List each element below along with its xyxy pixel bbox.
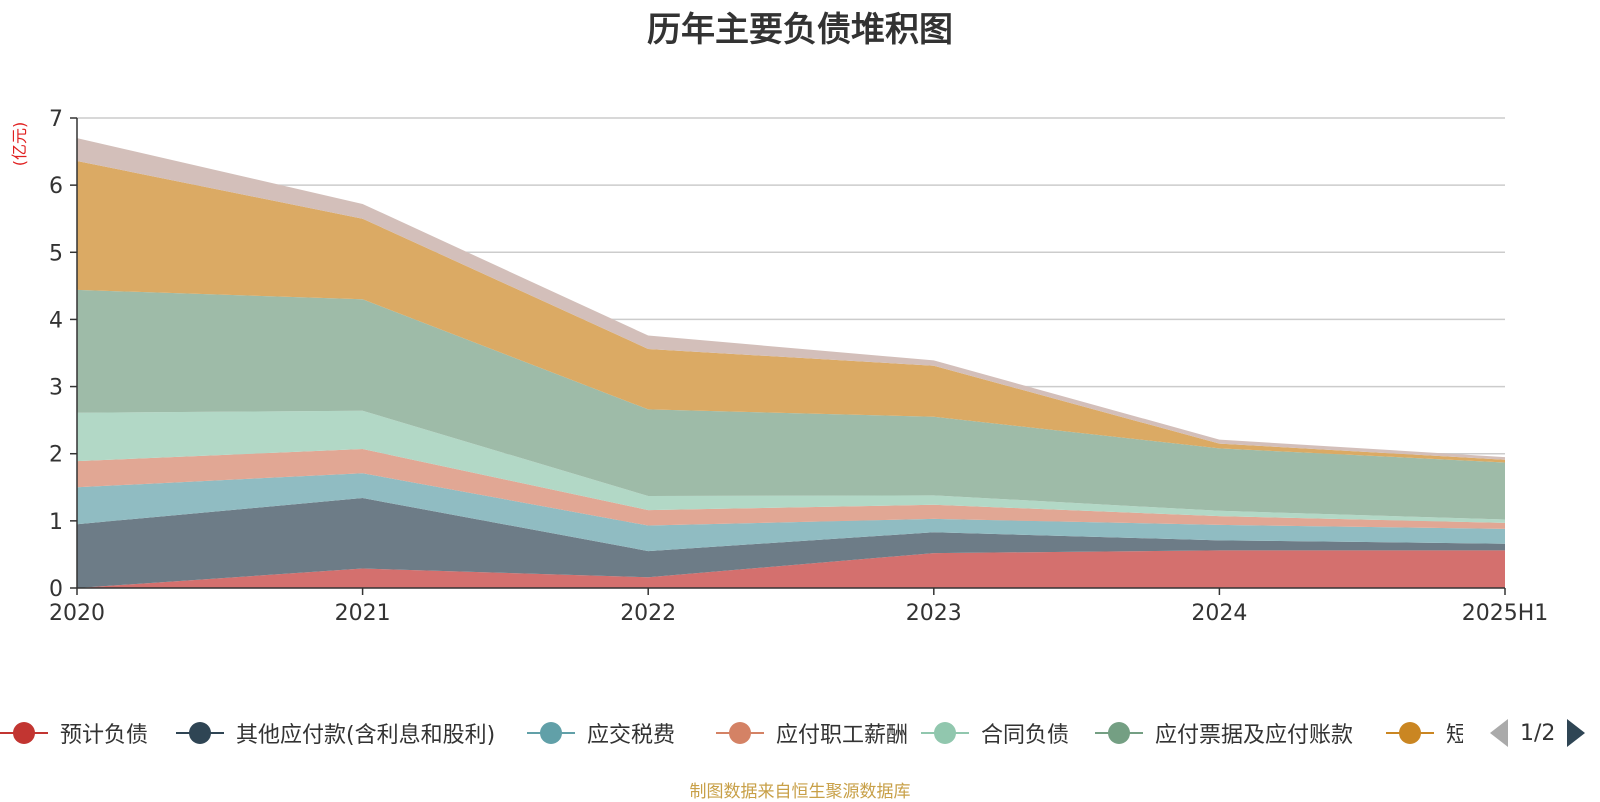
axes: 0 1 2 3 4 5 6 7 2020 2021 2022 2023 2024 2025H1 <box>49 107 1548 626</box>
y-tick-label-5: 5 <box>49 241 63 266</box>
y-tick-label-7: 7 <box>49 107 63 132</box>
x-tick-label-3: 2023 <box>906 601 962 626</box>
x-tick-label-0: 2020 <box>49 601 105 626</box>
stacked-areas <box>77 138 1505 588</box>
legend-item[interactable]: 预计负债 <box>0 713 148 753</box>
legend-prev-page-icon[interactable] <box>1490 719 1508 747</box>
legend-label: 应付票据及应付账款 <box>1155 723 1354 748</box>
legend: 预计负债 其他应付款(含利息和股利) 应交税费 应付职工薪酬 合同负债 应付票据及应付账款… <box>0 713 1600 753</box>
legend-item[interactable]: 应付票据及应付账款 <box>1095 713 1353 753</box>
series-area-2 <box>77 473 1505 552</box>
series-area-4 <box>77 410 1505 523</box>
legend-next-page-icon[interactable] <box>1567 719 1586 747</box>
legend-marker-icon <box>1095 721 1143 745</box>
x-tick-label-5: 2025H1 <box>1462 601 1549 626</box>
legend-marker-icon <box>1386 721 1434 745</box>
y-tick-label-0: 0 <box>49 577 63 602</box>
legend-page-indicator: 1/2 <box>1520 720 1556 746</box>
legend-marker-icon <box>716 721 764 745</box>
legend-marker-dot <box>729 722 751 744</box>
x-tick-label-1: 2021 <box>335 601 391 626</box>
legend-item[interactable]: 合同负债 <box>921 713 1069 753</box>
legend-label: 应付职工薪酬 <box>776 723 909 748</box>
legend-item[interactable]: 其他应付款(含利息和股利) <box>176 713 495 753</box>
y-tick-label-1: 1 <box>49 510 63 535</box>
series-area-6 <box>77 160 1505 463</box>
x-tick-label-4: 2024 <box>1191 601 1247 626</box>
series-area-5 <box>77 289 1505 520</box>
legend-item[interactable]: 应付职工薪酬 <box>716 713 908 753</box>
legend-marker-dot <box>540 722 562 744</box>
legend-marker-icon <box>527 721 575 745</box>
source-note: 制图数据来自恒生聚源数据库 <box>689 782 911 802</box>
legend-label: 短 <box>1446 723 1463 748</box>
legend-marker-dot <box>189 722 211 744</box>
legend-item[interactable]: 短 <box>1386 713 1463 753</box>
legend-item[interactable]: 应交税费 <box>527 713 675 753</box>
legend-marker-icon <box>921 721 969 745</box>
legend-label: 应交税费 <box>587 723 676 748</box>
series-area-1 <box>77 498 1505 588</box>
legend-label: 合同负债 <box>981 723 1070 748</box>
series-area-3 <box>77 449 1505 529</box>
legend-marker-icon <box>176 721 224 745</box>
y-tick-label-2: 2 <box>49 443 63 468</box>
chart-title: 历年主要负债堆积图 <box>647 10 953 50</box>
legend-marker-dot <box>13 722 35 744</box>
legend-pager: 1/2 <box>1490 713 1586 753</box>
legend-marker-dot <box>934 722 956 744</box>
y-tick-label-3: 3 <box>49 376 63 401</box>
series-area-0 <box>77 550 1505 588</box>
legend-label: 预计负债 <box>60 723 149 748</box>
y-tick-label-4: 4 <box>49 308 63 333</box>
legend-items: 预计负债 其他应付款(含利息和股利) 应交税费 应付职工薪酬 合同负债 应付票据及应付账款… <box>0 713 1463 753</box>
x-tick-label-2: 2022 <box>620 601 676 626</box>
y-tick-label-6: 6 <box>49 174 63 199</box>
legend-marker-dot <box>1108 722 1130 744</box>
legend-marker-icon <box>0 721 48 745</box>
legend-marker-dot <box>1399 722 1421 744</box>
legend-label: 其他应付款(含利息和股利) <box>236 723 496 748</box>
